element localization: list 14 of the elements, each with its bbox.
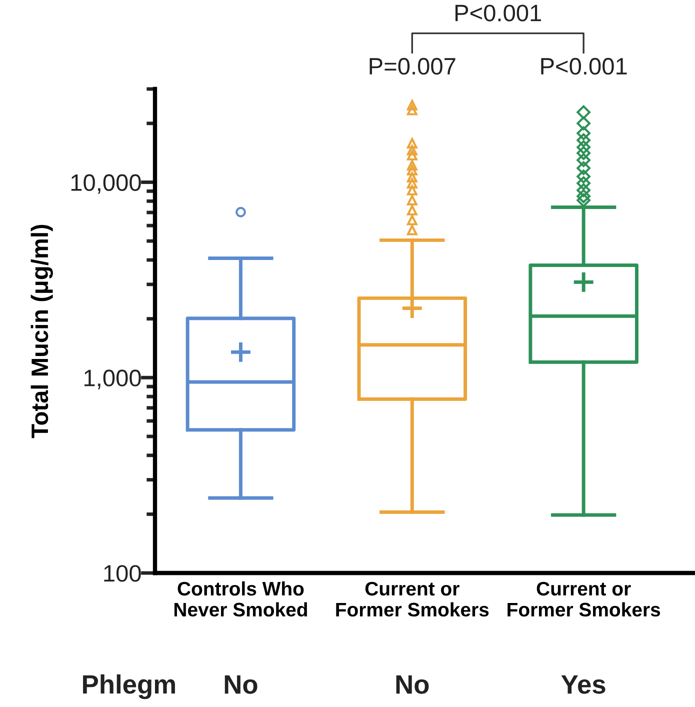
x-tick-label: Current or Former Smokers <box>508 582 660 617</box>
text: Yes <box>561 675 606 694</box>
y-tick-label: 1,000 <box>84 370 141 390</box>
y-axis-title: Total Mucin (μg/ml) <box>30 224 53 438</box>
text: P=0.007 <box>370 58 456 75</box>
y-tick-label: 100 <box>104 565 141 582</box>
text: Phlegm <box>83 674 175 700</box>
text: No <box>224 675 258 694</box>
y-tick-label: 10,000 <box>71 174 141 194</box>
x-tick-label: Controls Who Never Smoked <box>174 581 307 617</box>
text: P<0.001 <box>455 4 542 22</box>
x-tick-label: Current or Former Smokers <box>336 582 489 617</box>
text: No <box>396 675 429 694</box>
text: P<0.001 <box>541 58 627 75</box>
